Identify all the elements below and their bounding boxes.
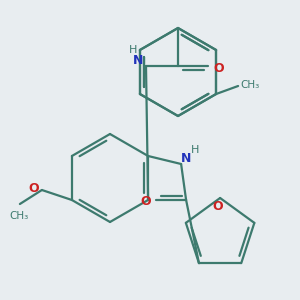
Text: O: O — [140, 196, 151, 208]
Text: N: N — [133, 53, 143, 67]
Text: CH₃: CH₃ — [9, 211, 28, 221]
Text: CH₃: CH₃ — [240, 80, 260, 90]
Text: O: O — [213, 61, 224, 74]
Text: N: N — [181, 152, 191, 166]
Text: H: H — [191, 145, 199, 155]
Text: H: H — [129, 45, 137, 55]
Text: O: O — [28, 182, 39, 196]
Text: O: O — [213, 200, 224, 213]
